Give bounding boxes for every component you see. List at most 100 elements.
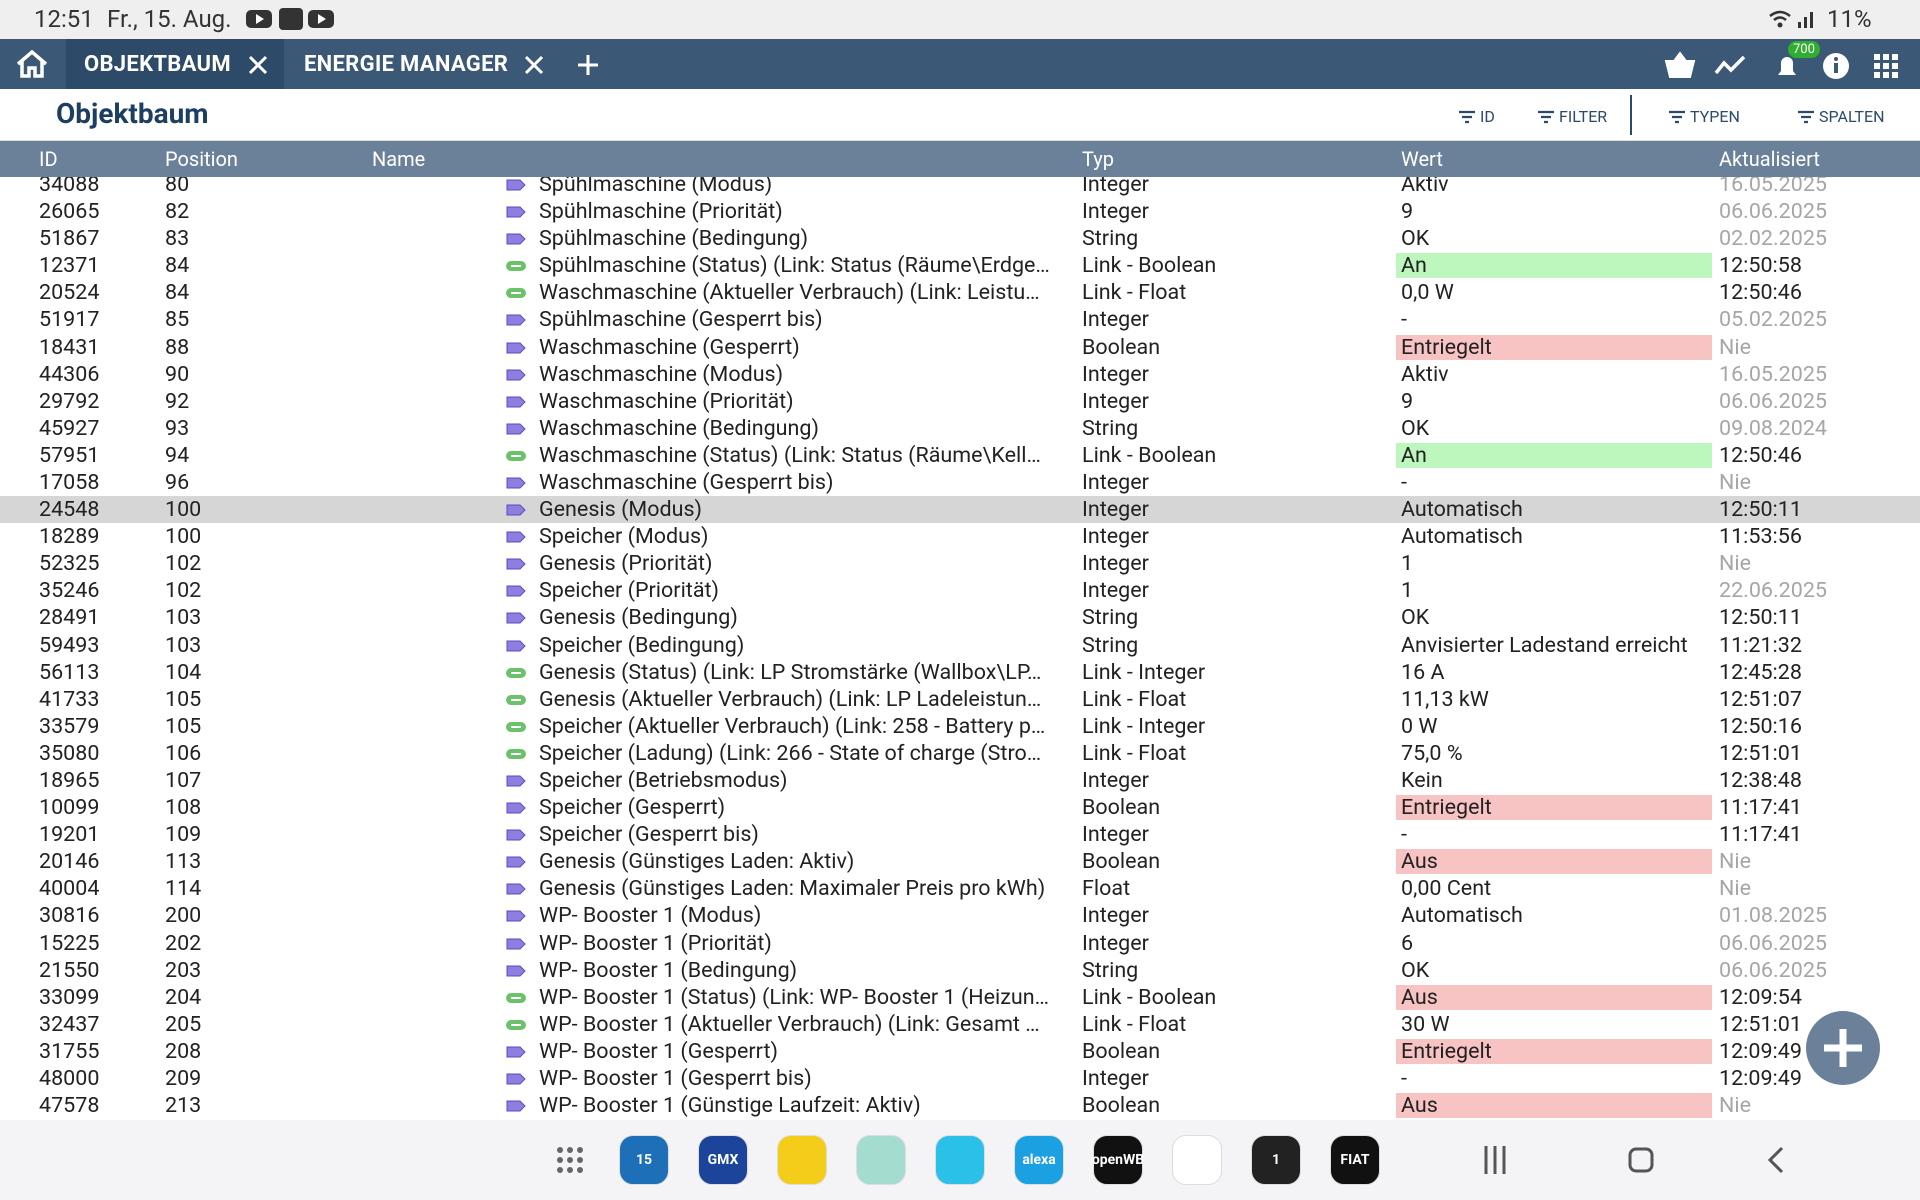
table-row[interactable]: 10099 108 Speicher (Gesperrt) Boolean Entrie… (0, 794, 1920, 821)
cell-typ: Integer (1082, 361, 1149, 387)
table-row[interactable]: 21550 203 WP- Booster 1 (Bedingung) String O… (0, 957, 1920, 984)
toolbar-button[interactable]: ID (1458, 107, 1495, 126)
table-row[interactable]: 35246 102 Speicher (Priorität) Integer 1 22.0… (0, 577, 1920, 604)
table-row[interactable]: 31755 208 WP- Booster 1 (Gesperrt) Boolean E… (0, 1038, 1920, 1065)
app-icon[interactable]: 1 (1251, 1135, 1301, 1185)
table-row[interactable]: 57951 94 Waschmaschine (Status) (Link: Sta… (0, 442, 1920, 469)
cell-aktualisiert: 01.08.2025 (1719, 903, 1828, 929)
column-header[interactable]: Typ (1082, 147, 1114, 171)
table-row[interactable]: 15225 202 WP- Booster 1 (Priorität) Integer… (0, 930, 1920, 957)
column-header[interactable]: Position (165, 147, 238, 171)
table-row[interactable]: 41733 105 Genesis (Aktueller Verbrauch) (L… (0, 686, 1920, 713)
tab[interactable]: OBJEKTBAUM (84, 51, 231, 77)
nav-buttons[interactable] (1480, 1142, 1800, 1178)
tab[interactable]: ENERGIE MANAGER (304, 51, 509, 77)
table-row[interactable]: 19201 109 Speicher (Gesperrt bis) Integer - 1… (0, 821, 1920, 848)
toolbar-button[interactable]: FILTER (1537, 107, 1607, 126)
app-icon[interactable] (777, 1135, 827, 1185)
table-row[interactable]: 33579 105 Speicher (Aktueller Verbrauch) (… (0, 713, 1920, 740)
table-row[interactable]: 35080 106 Speicher (Ladung) (Link: 266 - S… (0, 740, 1920, 767)
table-row[interactable]: 51867 83 Spühlmaschine (Bedingung) String OK… (0, 225, 1920, 252)
close-tab[interactable] (247, 54, 269, 76)
cell-id: 33099 (39, 984, 100, 1010)
table-row[interactable]: 32437 205 WP- Booster 1 (Aktueller Verbrau… (0, 1011, 1920, 1038)
cell-typ: Link - Float (1082, 686, 1187, 712)
app-icon[interactable]: alexa (1014, 1135, 1064, 1185)
table-row[interactable]: 28491 103 Genesis (Bedingung) String OK 12:50… (0, 604, 1920, 631)
column-header[interactable]: Aktualisiert (1719, 147, 1820, 171)
app-icon[interactable] (1172, 1135, 1222, 1185)
table-row[interactable]: 59493 103 Speicher (Bedingung) String Anvisi… (0, 632, 1920, 659)
cell-id: 31755 (39, 1038, 100, 1064)
table-row[interactable]: 26065 82 Spühlmaschine (Priorität) Integer 9… (0, 198, 1920, 225)
table-row[interactable]: 29792 92 Waschmaschine (Priorität) Integer 9… (0, 388, 1920, 415)
column-header[interactable]: ID (39, 147, 58, 171)
table-row[interactable]: 52325 102 Genesis (Priorität) Integer 1 Nie (0, 550, 1920, 577)
table-row[interactable]: 30816 200 WP- Booster 1 (Modus) Integer Auto… (0, 902, 1920, 929)
table-row[interactable]: 18431 88 Waschmaschine (Gesperrt) Boolean En… (0, 334, 1920, 361)
table-row[interactable]: 51917 85 Spühlmaschine (Gesperrt bis) Integ… (0, 306, 1920, 333)
table-row[interactable]: 18965 107 Speicher (Betriebsmodus) Integer K… (0, 767, 1920, 794)
cell-aktualisiert: 12:50:16 (1719, 713, 1802, 739)
table-row[interactable]: 18289 100 Speicher (Modus) Integer Automatis… (0, 523, 1920, 550)
table-row[interactable]: 12371 84 Spühlmaschine (Status) (Link: Sta… (0, 252, 1920, 279)
cell-id: 15225 (39, 930, 100, 956)
table-row[interactable]: 40004 114 Genesis (Günstiges Laden: Maxima… (0, 875, 1920, 902)
cell-aktualisiert: 02.02.2025 (1719, 226, 1828, 252)
dock: 15 GMX alexa openWB 1 FIAT (0, 1120, 1920, 1200)
cell-typ: Boolean (1082, 849, 1161, 875)
cell-id: 18965 (39, 767, 100, 793)
cell-position: 92 (165, 388, 190, 414)
cell-position: 204 (165, 984, 202, 1010)
table-row[interactable]: 20146 113 Genesis (Günstiges Laden: Aktiv)… (0, 848, 1920, 875)
column-header[interactable]: Name (372, 147, 426, 171)
app-icon[interactable]: GMX (698, 1135, 748, 1185)
cell-wert: Aus (1401, 1093, 1438, 1119)
cell-position: 83 (165, 226, 190, 252)
app-icon[interactable]: 15 (619, 1135, 669, 1185)
app-icon[interactable]: FIAT (1330, 1135, 1380, 1185)
table-row[interactable]: 56113 104 Genesis (Status) (Link: LP Strom… (0, 659, 1920, 686)
app-icon[interactable] (935, 1135, 985, 1185)
toolbar-icons[interactable] (1664, 49, 1904, 83)
notification-badge: 700 (1788, 41, 1820, 58)
cell-typ: Integer (1082, 177, 1149, 197)
toolbar-icon (1459, 110, 1475, 123)
column-header[interactable]: Wert (1401, 147, 1443, 171)
toolbar-label: FILTER (1559, 107, 1608, 126)
toolbar-button[interactable]: TYPEN (1668, 107, 1740, 126)
table-header: ID Position Name Typ Wert Aktualisiert (0, 141, 1920, 177)
cell-wert: 9 (1401, 388, 1414, 414)
close-tab[interactable] (523, 54, 545, 76)
table-row[interactable]: 33099 204 WP- Booster 1 (Status) (Link: WP… (0, 984, 1920, 1011)
cell-wert: 16 A (1401, 659, 1445, 685)
cell-id: 56113 (39, 659, 100, 685)
toolbar-button[interactable]: SPALTEN (1797, 107, 1884, 126)
cell-aktualisiert: 06.06.2025 (1719, 199, 1828, 225)
cell-aktualisiert: 11:17:41 (1719, 795, 1802, 821)
table-row[interactable]: 44306 90 Waschmaschine (Modus) Integer Aktiv… (0, 361, 1920, 388)
table-row[interactable]: 20524 84 Waschmaschine (Aktueller Verbrauc… (0, 279, 1920, 306)
table-row[interactable]: 34088 80 Spühlmaschine (Modus) Integer Aktiv… (0, 177, 1920, 198)
table-row[interactable]: 17058 96 Waschmaschine (Gesperrt bis) Integ… (0, 469, 1920, 496)
table-row[interactable]: 45927 93 Waschmaschine (Bedingung) String OK… (0, 415, 1920, 442)
add-tab[interactable] (576, 53, 600, 77)
table-row[interactable]: 24548 100 Genesis (Modus) Integer Automatisc… (0, 496, 1920, 524)
add-button[interactable] (1806, 1011, 1880, 1085)
cell-aktualisiert: 16.05.2025 (1719, 177, 1828, 197)
cell-id: 45927 (39, 415, 100, 441)
table-row[interactable]: 48000 209 WP- Booster 1 (Gesperrt bis) Inte… (0, 1065, 1920, 1092)
app-icon[interactable] (856, 1135, 906, 1185)
cell-name: Speicher (Modus) (539, 524, 709, 550)
home-button[interactable] (14, 48, 50, 80)
table-row[interactable]: 47578 213 WP- Booster 1 (Günstige Laufzeit… (0, 1092, 1920, 1119)
cell-position: 103 (165, 605, 202, 631)
cell-position: 84 (165, 280, 190, 306)
app-icon[interactable]: openWB (1092, 1135, 1144, 1185)
app-drawer[interactable] (555, 1145, 585, 1175)
cell-aktualisiert: 22.06.2025 (1719, 578, 1828, 604)
cell-id: 29792 (39, 388, 100, 414)
cell-position: 208 (165, 1038, 202, 1064)
cell-aktualisiert: 12:38:48 (1719, 767, 1802, 793)
cell-position: 82 (165, 199, 190, 225)
